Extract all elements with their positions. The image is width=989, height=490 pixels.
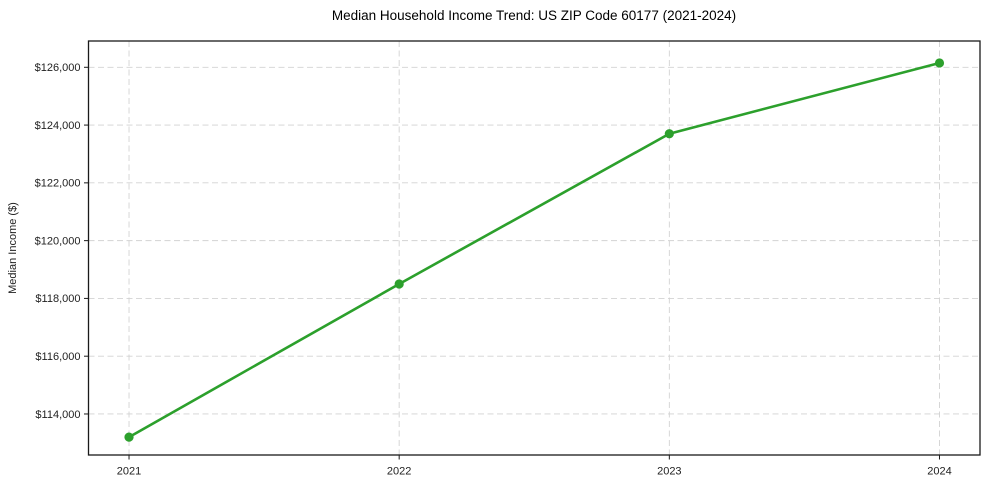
x-tick-label: 2022 [387, 466, 411, 478]
y-tick-label: $118,000 [35, 293, 80, 305]
x-tick-label: 2024 [927, 466, 951, 478]
plot-border [87, 40, 981, 456]
y-tick-labels: $114,000 $116,000 $118,000 $120,000 $122,000… [35, 62, 81, 421]
y-tick-label: $122,000 [35, 178, 81, 190]
gridlines [88, 41, 980, 455]
data-point-2024 [934, 58, 945, 68]
y-tick-label: $114,000 [35, 409, 80, 421]
y-tick-label: $126,000 [35, 62, 81, 74]
data-point-2021 [124, 432, 134, 442]
tick-marks [84, 66, 940, 460]
y-tick-label: $124,000 [35, 120, 81, 132]
series-line [127, 61, 941, 439]
chart-title: Median Household Income Trend: US ZIP Co… [331, 8, 737, 23]
x-tick-labels: 2021 2022 2023 2024 [117, 466, 952, 478]
y-tick-label: $116,000 [35, 351, 80, 363]
y-tick-label: $120,000 [35, 235, 81, 247]
data-point-2023 [664, 129, 674, 139]
data-point-2022 [394, 279, 404, 289]
x-tick-label: 2023 [657, 466, 681, 478]
x-tick-label: 2021 [117, 466, 141, 478]
